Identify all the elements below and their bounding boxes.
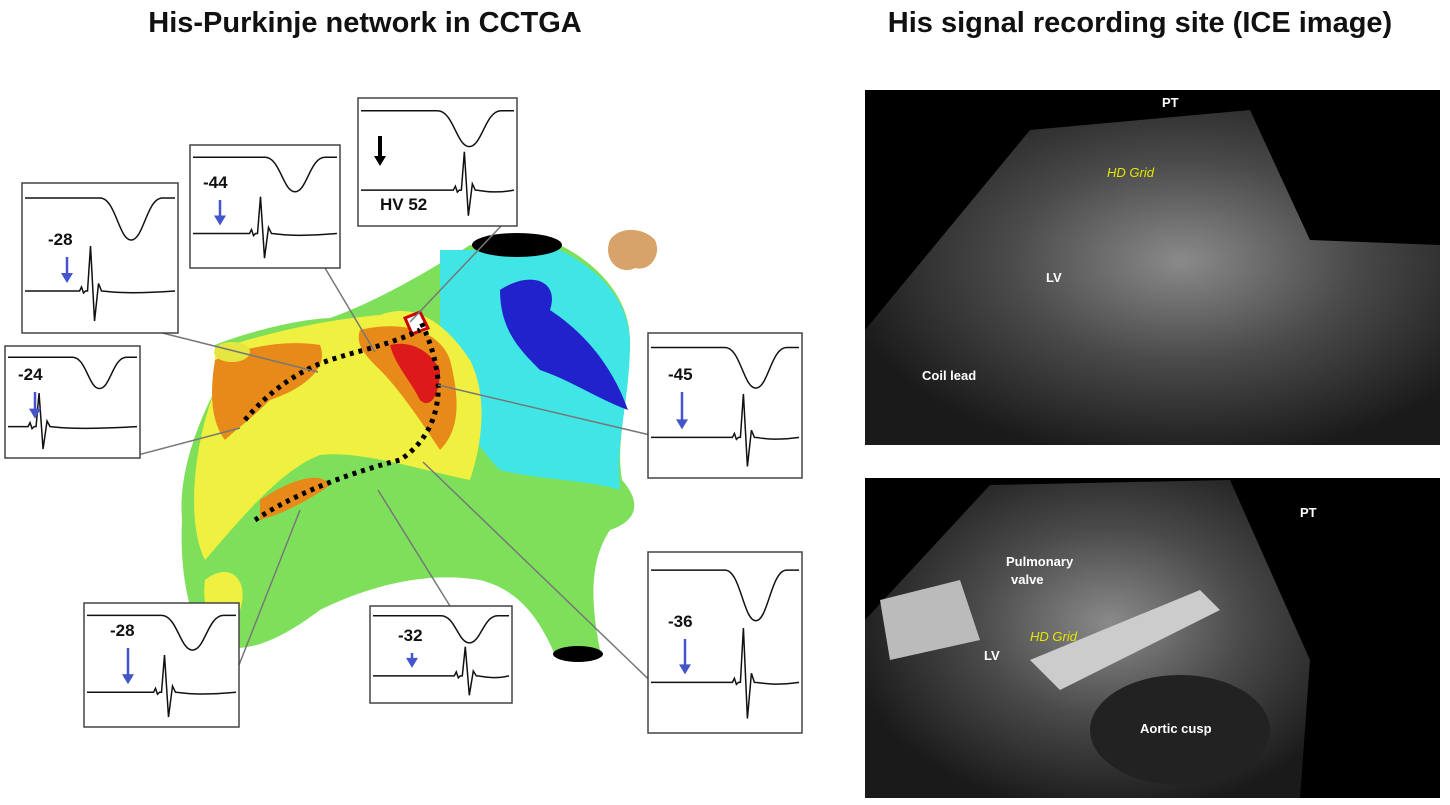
electrogram-trace	[193, 196, 338, 259]
ice-label: HD Grid	[1030, 629, 1078, 644]
surface-trace	[8, 356, 137, 390]
heart-map	[181, 229, 658, 662]
surface-trace	[25, 197, 175, 241]
inset-box	[83, 602, 240, 728]
arrow-head	[61, 273, 73, 283]
electrogram-trace	[25, 245, 176, 322]
surface-trace	[651, 569, 799, 622]
leader-line	[162, 332, 319, 373]
ice-label: Pulmonary	[1006, 554, 1074, 569]
inset-box	[357, 97, 518, 227]
arrow-head	[406, 657, 418, 668]
leader-line	[377, 489, 451, 607]
right-title: His signal recording site (ICE image)	[888, 7, 1392, 39]
inset-label: -28	[110, 621, 135, 640]
left-title: His-Purkinje network in CCTGA	[148, 7, 581, 39]
inset-label: -28	[48, 230, 73, 249]
inset-label: HV 52	[380, 195, 427, 214]
ice-label: LV	[1046, 270, 1062, 285]
electrogram-trace	[8, 392, 138, 450]
ice-label: HD Grid	[1107, 165, 1155, 180]
inset-label: -45	[668, 365, 693, 384]
arrow-head	[29, 408, 41, 419]
arrow-head	[214, 215, 226, 226]
leader-line	[238, 509, 301, 666]
inset-box	[647, 551, 803, 734]
ice-image-1	[865, 90, 1440, 445]
inset-label: -32	[398, 626, 423, 645]
leader-line	[126, 427, 241, 459]
inset-box	[4, 345, 141, 459]
arrow-head	[679, 664, 691, 675]
surface-trace	[193, 156, 337, 193]
ice-label: LV	[984, 648, 1000, 663]
leader-line	[422, 461, 649, 680]
ice-image-2	[865, 478, 1440, 798]
inset-label: -44	[203, 173, 228, 192]
leader-line	[324, 267, 376, 353]
electrogram-trace	[361, 151, 515, 216]
surface-trace	[87, 614, 236, 651]
ice-label: Coil lead	[922, 368, 976, 383]
arrow-head	[122, 674, 134, 685]
electrogram-trace	[651, 627, 800, 719]
electrogram-trace	[373, 646, 510, 696]
ice-label: PT	[1300, 505, 1317, 520]
ice-label: Aortic cusp	[1140, 721, 1212, 736]
inset-box	[21, 182, 179, 334]
leader-line	[437, 384, 649, 436]
ice-label: PT	[1162, 95, 1179, 110]
inset-label: -36	[668, 612, 693, 631]
inset-box	[369, 605, 513, 704]
inset-box	[189, 144, 341, 269]
inset-label: -24	[18, 365, 43, 384]
inset-box	[647, 332, 803, 479]
leader-line	[409, 225, 502, 323]
surface-trace	[361, 110, 514, 148]
surface-trace	[373, 614, 509, 644]
arrow-head	[374, 156, 386, 166]
ice-label: valve	[1011, 572, 1044, 587]
electrogram-trace	[87, 655, 237, 718]
arrow-head	[676, 419, 688, 430]
surface-trace	[651, 346, 799, 389]
electrogram-trace	[651, 393, 800, 467]
